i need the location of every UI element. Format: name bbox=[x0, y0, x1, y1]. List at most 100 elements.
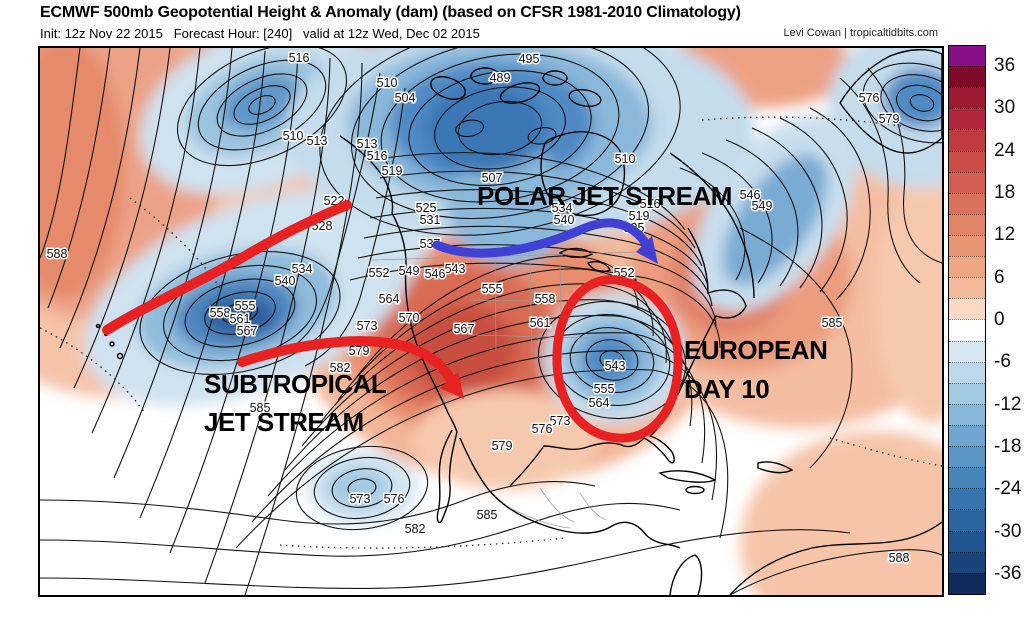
contour-label: 579 bbox=[492, 439, 513, 453]
init-forecast-line: Init: 12z Nov 22 2015 Forecast Hour: [24… bbox=[40, 26, 480, 41]
colorbar-tick: -12 bbox=[994, 393, 1022, 415]
colorbar-tick: 30 bbox=[994, 97, 1016, 119]
colorbar-segment bbox=[949, 150, 985, 172]
colorbar-tick: -18 bbox=[994, 435, 1022, 457]
contour-label: 504 bbox=[395, 91, 416, 105]
contour-label: 546 bbox=[740, 188, 761, 202]
contour-label: 549 bbox=[752, 199, 773, 213]
coastlines bbox=[95, 49, 942, 595]
colorbar-segment bbox=[949, 551, 985, 573]
contour-label: 588 bbox=[889, 551, 910, 565]
contour-label: 585 bbox=[477, 508, 498, 522]
contour-label: 513 bbox=[357, 137, 378, 151]
contour-label: 555 bbox=[594, 382, 615, 396]
colorbar-segment bbox=[949, 509, 985, 531]
contour-label: 588 bbox=[47, 247, 68, 261]
colorbar-tick: 18 bbox=[994, 182, 1016, 204]
contour-label: 519 bbox=[629, 209, 650, 223]
contour-label: 507 bbox=[482, 171, 503, 185]
colorbar-segment bbox=[949, 108, 985, 130]
state-borders bbox=[371, 251, 641, 529]
map-frame: 516 510 513 588 495 489 510 504 513 516 519 525 507 5… bbox=[38, 46, 944, 597]
colorbar-segment bbox=[949, 256, 985, 278]
contour-label: 558 bbox=[535, 292, 556, 306]
colorbar-segment bbox=[949, 234, 985, 257]
contour-label: 510 bbox=[615, 152, 636, 166]
contour-lines bbox=[40, 48, 942, 595]
colorbar-segment bbox=[949, 319, 985, 341]
colorbar-tick: 12 bbox=[994, 224, 1016, 246]
contour-label: 573 bbox=[357, 319, 378, 333]
colorbar-segment bbox=[949, 572, 985, 594]
colorbar-segment bbox=[949, 298, 985, 320]
credit-text: Levi Cowan | tropicaltidbits.com bbox=[783, 27, 938, 39]
subtropical-jet-arrowhead bbox=[440, 372, 464, 399]
contour-label: 549 bbox=[399, 264, 420, 278]
contour-label: 576 bbox=[859, 91, 880, 105]
colorbar-tick: 36 bbox=[994, 55, 1016, 77]
colorbar-tick: 6 bbox=[994, 266, 1005, 288]
contour-label: 567 bbox=[454, 322, 475, 336]
colorbar-tick: 0 bbox=[994, 309, 1005, 330]
contour-label: 531 bbox=[420, 213, 441, 227]
subtropical-jet-label-line2: JET STREAM bbox=[204, 407, 364, 437]
colorbar-segment bbox=[949, 424, 985, 447]
subtropical-jet-label-line1: SUBTROPICAL bbox=[204, 369, 387, 399]
colorbar-segment bbox=[949, 446, 985, 468]
contour-label: 582 bbox=[405, 522, 426, 536]
colorbar-segment bbox=[949, 87, 985, 109]
contour-label: 585 bbox=[250, 401, 271, 415]
colorbar-tick: -6 bbox=[994, 351, 1011, 373]
contour-label: 579 bbox=[879, 112, 900, 126]
contour-label: 513 bbox=[307, 134, 328, 148]
contour-label: 558 bbox=[210, 306, 231, 320]
contour-label: 519 bbox=[382, 164, 403, 178]
contour-label: 573 bbox=[350, 492, 371, 506]
colorbar-segment bbox=[949, 171, 985, 193]
contour-label: 564 bbox=[589, 396, 610, 410]
contour-label: 573 bbox=[550, 414, 571, 428]
contour-label: 495 bbox=[519, 52, 540, 66]
contour-label: 510 bbox=[377, 76, 398, 90]
contour-label: 579 bbox=[349, 344, 370, 358]
contour-label: 534 bbox=[552, 201, 573, 215]
colorbar-tick-labels: 36 30 24 18 12 6 0 -6 -12 -18 -24 -30 -36 bbox=[994, 45, 1024, 595]
colorbar-segment bbox=[949, 403, 985, 425]
colorbar-tick: 24 bbox=[994, 139, 1016, 161]
contour-label: 564 bbox=[379, 292, 400, 306]
contour-label: 552 bbox=[369, 266, 390, 280]
colorbar-segment bbox=[949, 277, 985, 299]
subheader: Init: 12z Nov 22 2015 Forecast Hour: [24… bbox=[40, 26, 938, 41]
colorbar-segment bbox=[949, 340, 985, 362]
contour-label: 516 bbox=[289, 51, 310, 65]
contour-label: 540 bbox=[275, 274, 296, 288]
anomaly-colorbar bbox=[948, 45, 986, 595]
subtropical-jet-arrow bbox=[102, 200, 464, 399]
contour-label: 570 bbox=[399, 311, 420, 325]
colorbar-segment bbox=[949, 66, 985, 88]
colorbar-segment bbox=[949, 46, 985, 67]
contour-label: 546 bbox=[425, 267, 446, 281]
page-title: ECMWF 500mb Geopotential Height & Anomal… bbox=[40, 4, 741, 21]
contour-label: 576 bbox=[532, 422, 553, 436]
contour-label: 585 bbox=[822, 316, 843, 330]
contour-label: 576 bbox=[384, 492, 405, 506]
contour-label: 543 bbox=[605, 359, 626, 373]
contour-label: 567 bbox=[237, 324, 258, 338]
contour-label: 516 bbox=[367, 149, 388, 163]
contour-label: 534 bbox=[292, 262, 313, 276]
contour-label: 561 bbox=[530, 316, 551, 330]
european-label-line1: EUROPEAN bbox=[684, 335, 828, 365]
contour-label: 540 bbox=[554, 213, 575, 227]
colorbar-segment bbox=[949, 213, 985, 235]
contour-label: 543 bbox=[445, 262, 466, 276]
graticule-dotted bbox=[40, 116, 942, 549]
contour-label: 555 bbox=[235, 299, 256, 313]
colorbar-segment bbox=[949, 530, 985, 552]
contour-label: 516 bbox=[640, 197, 661, 211]
colorbar-segment bbox=[949, 361, 985, 383]
colorbar-tick: -30 bbox=[994, 520, 1022, 542]
